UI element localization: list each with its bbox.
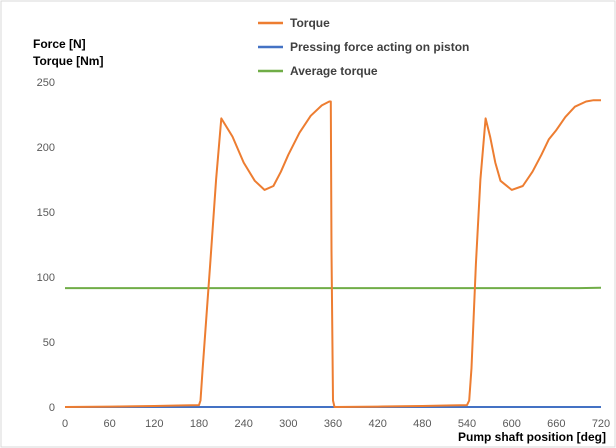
y-tick-label: 50 bbox=[43, 337, 55, 349]
series-line-torque bbox=[64, 99, 601, 408]
x-tick-label: 480 bbox=[413, 418, 431, 430]
y-tick-label: 150 bbox=[37, 207, 55, 219]
x-tick-label: 120 bbox=[145, 418, 163, 430]
y-tick-label: 250 bbox=[37, 77, 55, 89]
x-tick-label: 660 bbox=[547, 418, 565, 430]
x-tick-label: 720 bbox=[592, 418, 610, 430]
x-tick-label: 60 bbox=[104, 418, 116, 430]
tick-layer: 0 50 100 150 200 250 0 60 120 180 240 300 360 420 480 5… bbox=[37, 77, 611, 430]
y-tick-label: 200 bbox=[37, 142, 55, 154]
legend-label-torque: Torque bbox=[290, 16, 330, 30]
x-tick-label: 360 bbox=[324, 418, 342, 430]
y-axis-title-line-2: Torque [Nm] bbox=[33, 54, 103, 68]
x-tick-label: 600 bbox=[502, 418, 520, 430]
y-axis-title-line-1: Force [N] bbox=[33, 37, 86, 51]
x-tick-label: 300 bbox=[279, 418, 297, 430]
legend: Torque Pressing force acting on piston A… bbox=[258, 16, 469, 78]
x-tick-label: 240 bbox=[234, 418, 252, 430]
x-tick-label: 0 bbox=[62, 418, 68, 430]
legend-label-average-torque: Average torque bbox=[290, 64, 378, 78]
legend-label-pressing-force: Pressing force acting on piston bbox=[290, 40, 469, 54]
x-tick-label: 420 bbox=[368, 418, 386, 430]
y-tick-label: 0 bbox=[49, 402, 55, 414]
x-tick-label: 180 bbox=[190, 418, 208, 430]
series-layer bbox=[64, 99, 602, 408]
x-axis-title: Pump shaft position [deg] bbox=[458, 430, 606, 444]
x-tick-label: 540 bbox=[458, 418, 476, 430]
y-tick-label: 100 bbox=[37, 272, 55, 284]
